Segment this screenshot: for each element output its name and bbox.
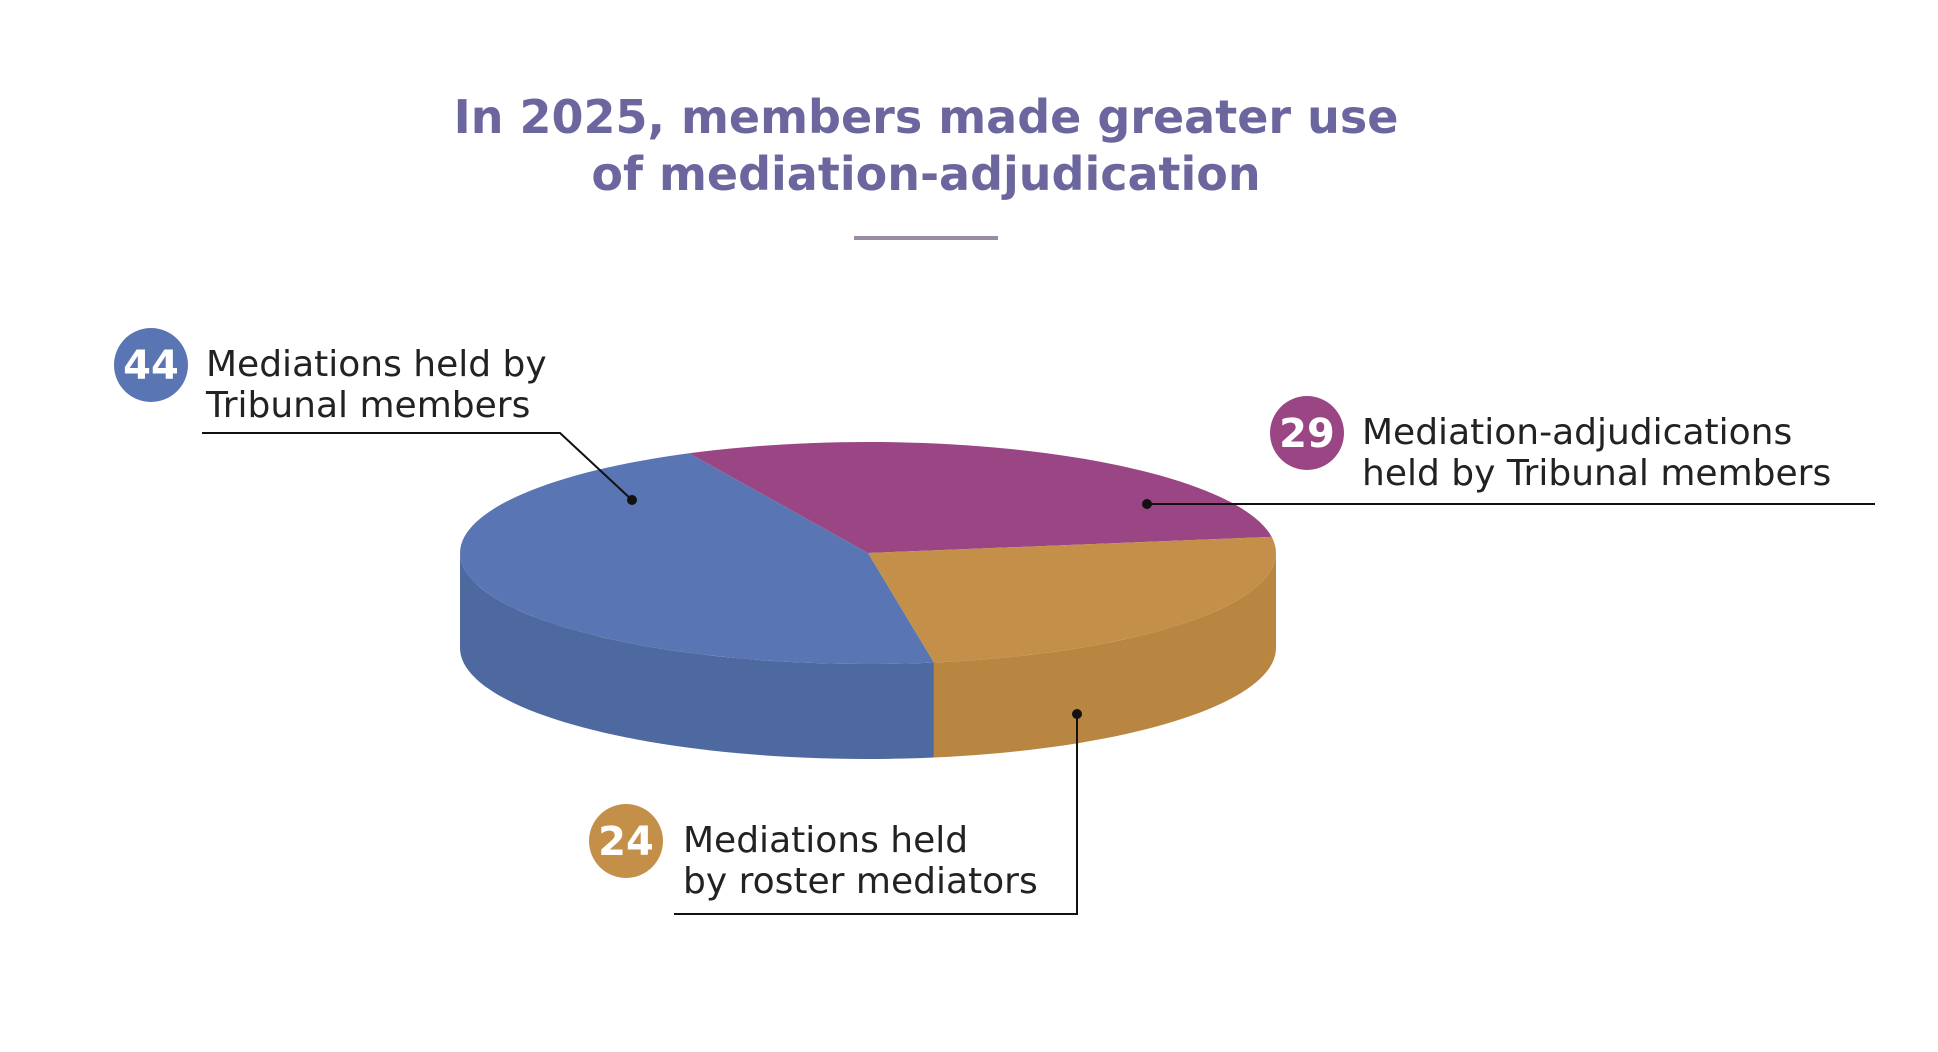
chart-title-line-2: of mediation-adjudication <box>591 147 1260 201</box>
label-roster-mediators-line-1: Mediations held <box>683 820 968 861</box>
chart-title-line-1: In 2025, members made greater use <box>454 90 1399 144</box>
pie-slice-mediation-adjudications <box>689 442 1272 553</box>
label-mediations-tribunal-line-1: Mediations held by <box>206 344 547 385</box>
pie-side-mediations-tribunal <box>460 553 934 759</box>
callout-mediations-tribunal: 44 Mediations held by Tribunal members <box>114 328 637 505</box>
leader-dot-mediation-adjudications <box>1142 499 1152 509</box>
pie-slice-roster-mediators <box>868 536 1276 663</box>
label-mediation-adjudications-line-2: held by Tribunal members <box>1362 453 1831 494</box>
pie-slice-mediations-tribunal <box>460 453 934 664</box>
label-mediation-adjudications-line-1: Mediation-adjudications <box>1362 412 1792 453</box>
label-roster-mediators-line-2: by roster mediators <box>683 861 1038 902</box>
leader-line-roster-mediators <box>674 714 1078 915</box>
callout-mediation-adjudications: 29 Mediation-adjudications held by Tribu… <box>1142 396 1875 509</box>
badge-value-roster-mediators: 24 <box>598 819 654 865</box>
badge-value-mediations-tribunal: 44 <box>123 343 179 389</box>
leader-dot-roster-mediators <box>1072 709 1082 719</box>
badge-value-mediation-adjudications: 29 <box>1279 411 1335 457</box>
pie-side-roster-mediators <box>933 553 1276 758</box>
badge-mediations-tribunal <box>114 328 188 402</box>
pie-sides <box>460 553 1276 759</box>
badge-mediation-adjudications <box>1270 396 1344 470</box>
leader-line-mediations-tribunal <box>202 432 633 501</box>
leader-dot-mediations-tribunal <box>627 495 637 505</box>
badge-roster-mediators <box>589 804 663 878</box>
pie-top <box>460 442 1276 664</box>
label-mediations-tribunal-line-2: Tribunal members <box>205 385 530 426</box>
callout-roster-mediators: 24 Mediations held by roster mediators <box>589 709 1082 915</box>
